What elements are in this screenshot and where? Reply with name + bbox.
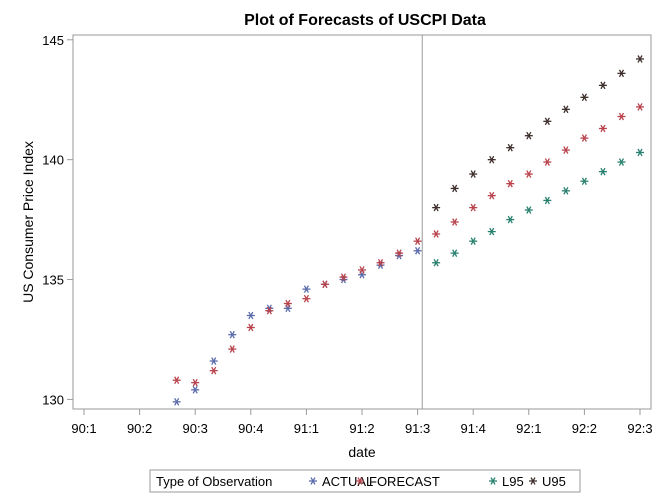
point-u95 xyxy=(487,155,496,164)
series-u95 xyxy=(432,55,644,212)
point-forecast xyxy=(395,249,404,257)
point-forecast xyxy=(413,237,422,245)
point-u95 xyxy=(636,55,644,63)
point-l95 xyxy=(506,215,515,224)
y-axis: 130 135 140 145 xyxy=(42,33,73,407)
point-l95 xyxy=(636,148,644,157)
y-tick-label: 135 xyxy=(42,273,64,288)
chart-title: Plot of Forecasts of USCPI Data xyxy=(244,12,486,29)
point-forecast xyxy=(561,146,570,154)
series-forecast xyxy=(172,103,644,387)
point-forecast xyxy=(283,299,292,308)
point-forecast xyxy=(617,112,626,121)
series-l95 xyxy=(432,148,644,267)
point-u95 xyxy=(450,184,459,193)
point-forecast xyxy=(358,266,366,274)
point-u95 xyxy=(432,203,441,212)
point-forecast xyxy=(191,378,200,387)
point-forecast xyxy=(302,294,311,303)
legend-title: Type of Observation xyxy=(156,474,272,489)
x-tick-label: 92:2 xyxy=(572,421,597,436)
point-forecast xyxy=(246,323,255,332)
y-tick-label: 140 xyxy=(42,153,64,168)
x-tick-label: 92:1 xyxy=(516,421,541,436)
point-l95 xyxy=(561,187,570,195)
point-forecast xyxy=(450,218,459,226)
point-l95 xyxy=(598,167,607,176)
point-forecast xyxy=(432,230,441,238)
point-l95 xyxy=(617,158,626,166)
x-tick-label: 92:3 xyxy=(627,421,652,436)
point-u95 xyxy=(561,105,570,114)
series-actual xyxy=(172,246,422,406)
legend-label-l95: L95 xyxy=(502,474,524,489)
point-actual xyxy=(246,311,255,320)
legend-marker-actual xyxy=(309,477,317,485)
point-l95 xyxy=(580,177,589,186)
legend-box xyxy=(149,469,581,493)
data-points xyxy=(172,55,644,406)
point-actual xyxy=(228,330,237,339)
point-forecast xyxy=(469,203,478,212)
point-u95 xyxy=(524,131,533,140)
point-l95 xyxy=(450,249,459,257)
legend-marker-l95 xyxy=(489,477,497,485)
point-l95 xyxy=(487,227,496,236)
x-tick-label: 91:4 xyxy=(461,421,486,436)
point-l95 xyxy=(432,258,441,267)
y-tick-label: 145 xyxy=(42,33,64,48)
point-forecast xyxy=(339,273,348,281)
point-l95 xyxy=(524,206,533,214)
legend-marker-forecast xyxy=(356,477,364,485)
point-u95 xyxy=(598,81,607,90)
point-forecast xyxy=(598,124,607,133)
point-u95 xyxy=(469,170,478,178)
point-forecast xyxy=(265,306,274,315)
point-actual xyxy=(358,270,366,279)
x-tick-label: 91:1 xyxy=(294,421,319,436)
point-l95 xyxy=(543,196,552,205)
legend-marker-u95 xyxy=(529,477,537,485)
point-forecast xyxy=(376,258,385,267)
point-forecast xyxy=(543,158,552,166)
point-actual xyxy=(413,246,422,255)
point-forecast xyxy=(172,376,181,385)
point-actual xyxy=(283,304,292,313)
point-actual xyxy=(172,398,181,406)
point-u95 xyxy=(580,93,589,102)
x-tick-label: 90:3 xyxy=(183,421,208,436)
x-tick-label: 90:4 xyxy=(238,421,263,436)
legend-label-u95: U95 xyxy=(542,474,566,489)
point-forecast xyxy=(209,366,218,375)
x-tick-label: 90:1 xyxy=(71,421,96,436)
y-tick-label: 130 xyxy=(42,392,64,407)
point-forecast xyxy=(487,191,496,200)
x-axis: 90:1 90:2 90:3 90:4 91:1 91:2 91:3 91:4 92:1 92:2… xyxy=(71,409,653,436)
point-actual xyxy=(302,285,311,293)
point-actual xyxy=(191,386,200,394)
x-tick-label: 91:2 xyxy=(349,421,374,436)
point-u95 xyxy=(617,69,626,78)
point-forecast xyxy=(228,345,237,353)
x-axis-label: date xyxy=(348,444,375,460)
point-forecast xyxy=(506,179,515,188)
point-forecast xyxy=(320,280,329,289)
y-axis-label: US Consumer Price Index xyxy=(20,141,36,303)
point-forecast xyxy=(524,170,533,178)
point-forecast xyxy=(580,134,589,142)
point-l95 xyxy=(469,237,478,245)
x-tick-label: 90:2 xyxy=(127,421,152,436)
point-u95 xyxy=(543,117,552,126)
plot-frame xyxy=(72,34,652,410)
legend-label-forecast: FORECAST xyxy=(369,474,440,489)
point-u95 xyxy=(506,143,515,152)
x-tick-label: 91:3 xyxy=(405,421,430,436)
point-forecast xyxy=(636,103,644,111)
legend-label-actual: ACTUAL xyxy=(322,474,373,489)
point-actual xyxy=(209,357,218,365)
